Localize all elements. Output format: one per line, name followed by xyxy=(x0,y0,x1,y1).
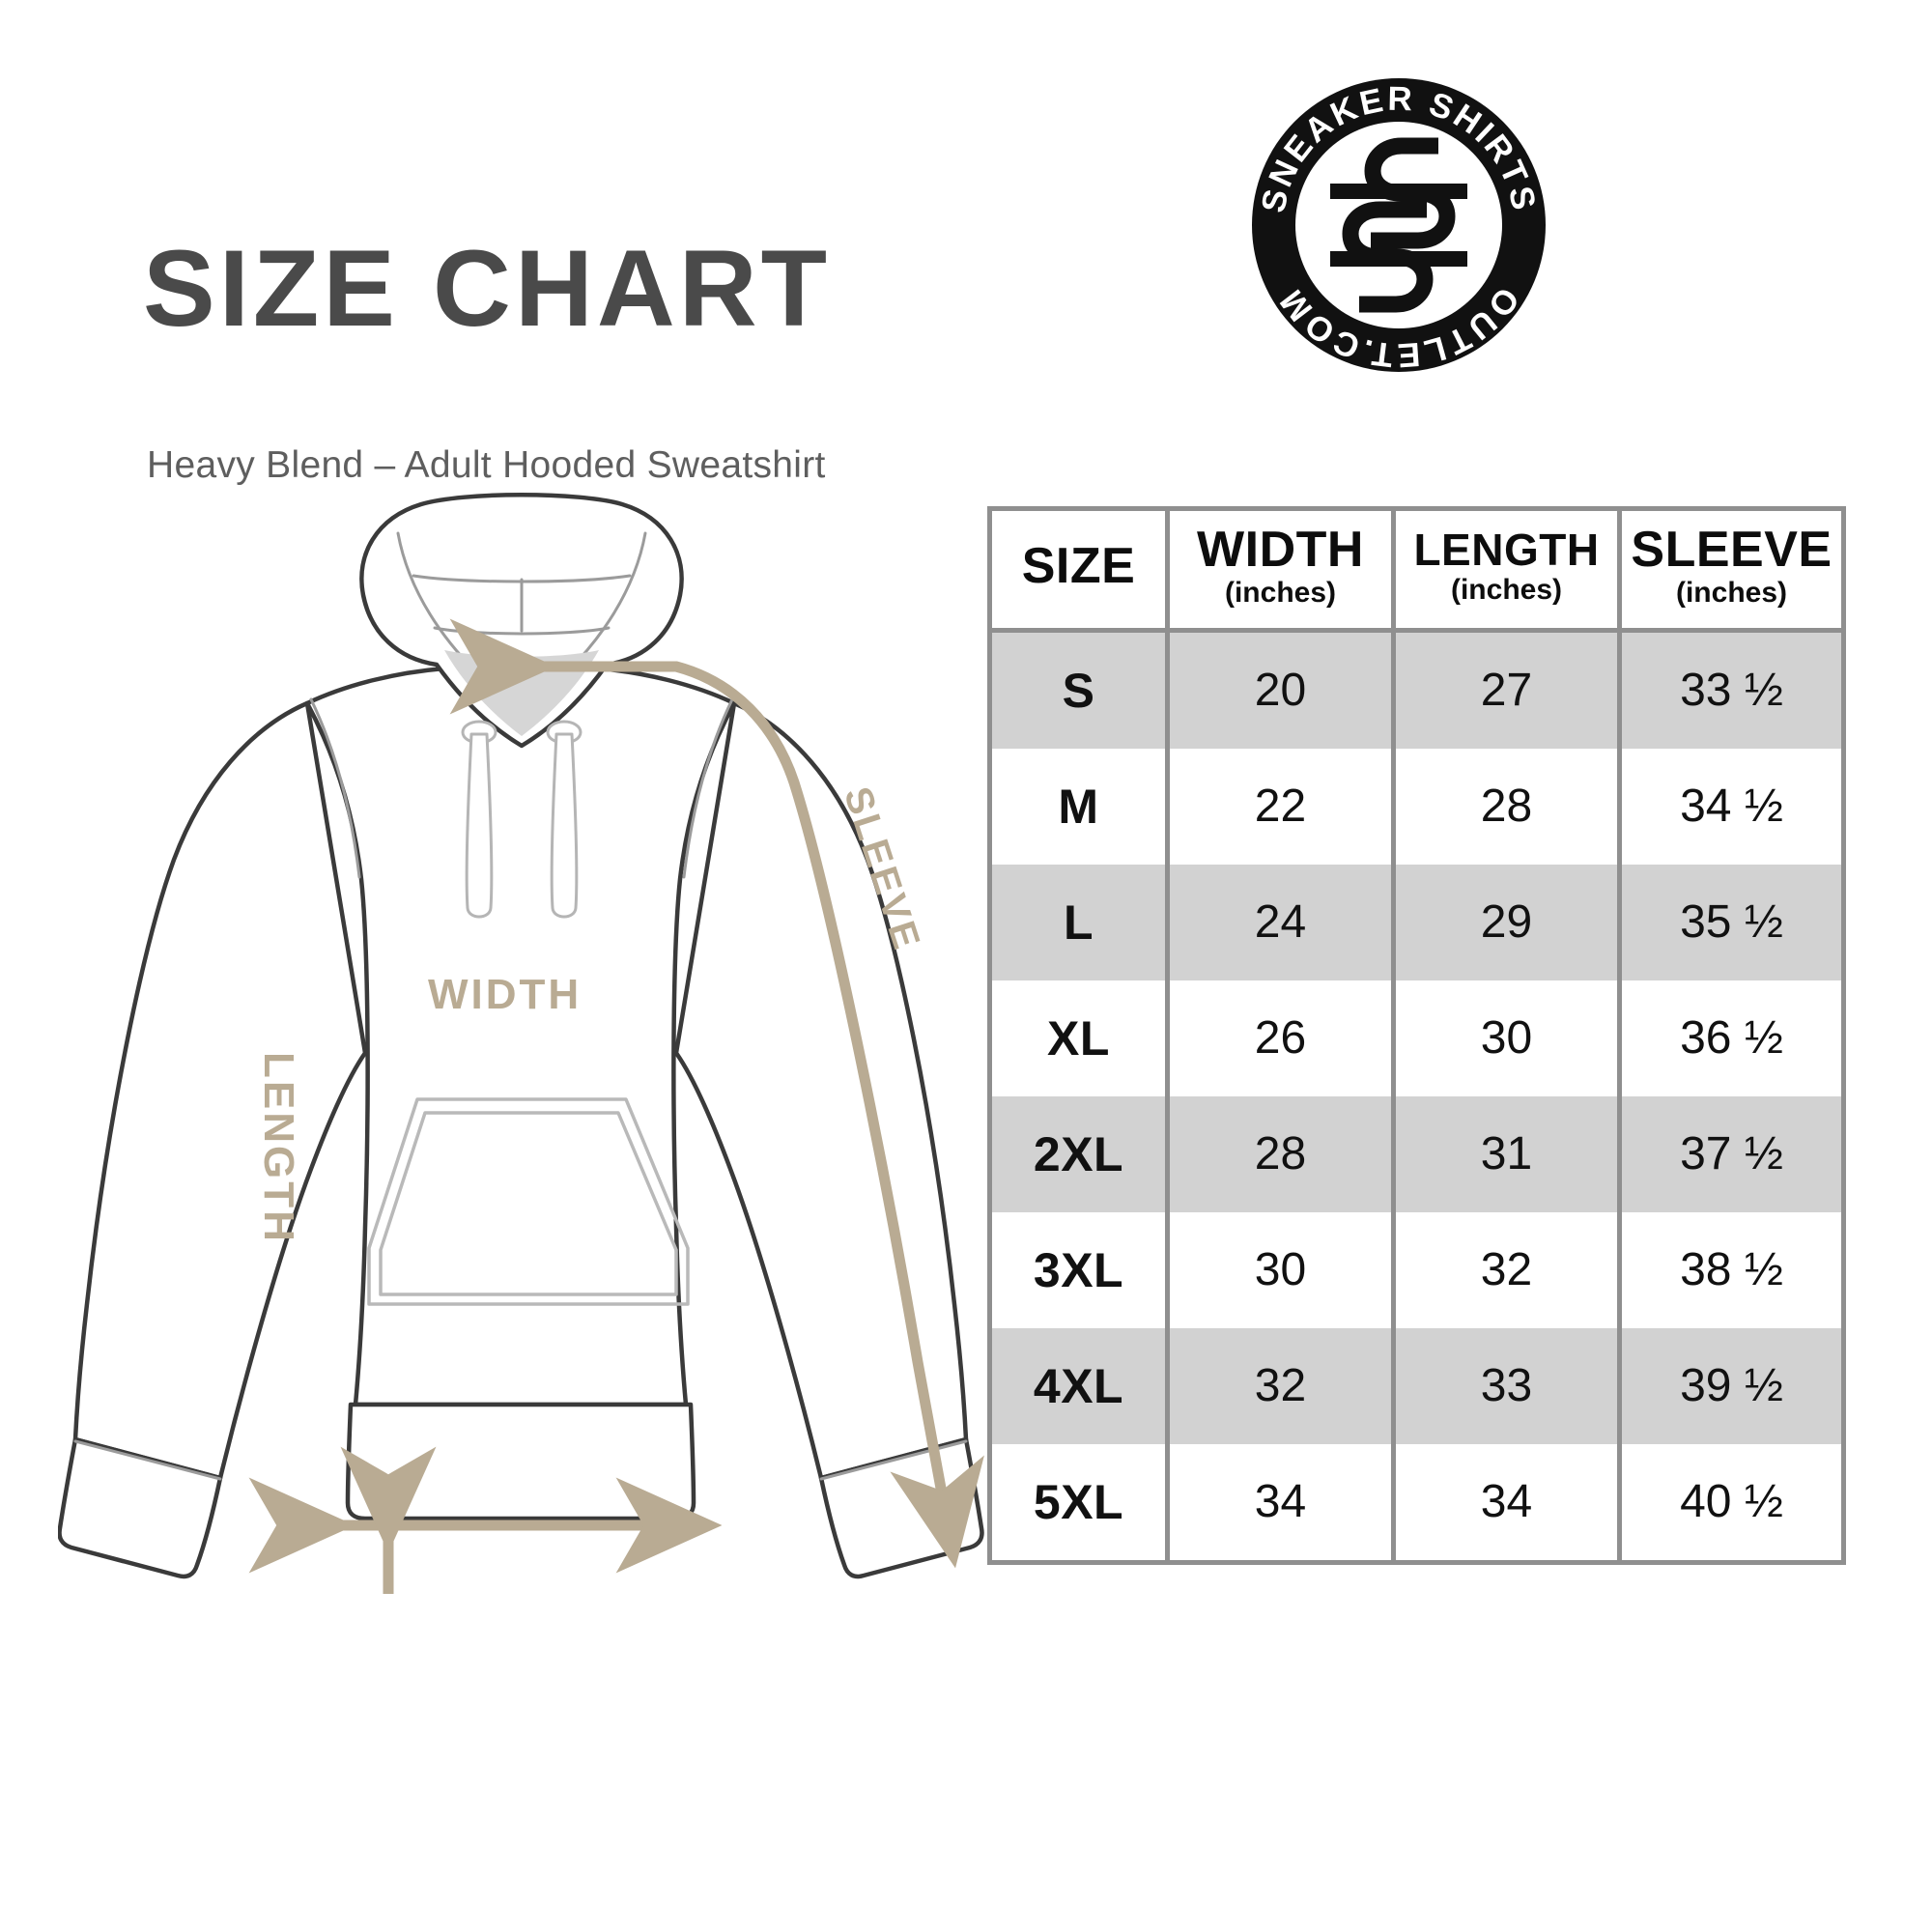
table-row: S 20 27 33 ½ xyxy=(992,632,1841,749)
table-row: M 22 28 34 ½ xyxy=(992,748,1841,865)
cell-width: 20 xyxy=(1170,632,1396,749)
logo-monogram xyxy=(1330,137,1467,313)
cell-length: 28 xyxy=(1396,748,1622,865)
table-row: XL 26 30 36 ½ xyxy=(992,980,1841,1096)
left-sleeve xyxy=(72,700,368,1481)
cell-length: 27 xyxy=(1396,632,1622,749)
column-header-size: SIZE xyxy=(992,511,1170,633)
left-drawstring xyxy=(465,732,494,919)
sleeve-arrow xyxy=(449,618,984,1569)
table-row: 5XL 34 34 40 ½ xyxy=(992,1443,1841,1560)
cell-size: 3XL xyxy=(992,1211,1170,1328)
cell-size: M xyxy=(992,748,1170,865)
measure-arrows xyxy=(248,1446,723,1932)
size-chart-table-wrapper: SIZE WIDTH (inches) LENGTH (inches) SLEE… xyxy=(987,506,1846,1565)
cell-width: 26 xyxy=(1170,980,1396,1096)
column-header-length: LENGTH (inches) xyxy=(1396,511,1622,633)
brand-logo: SNEAKER SHIRTS OUTLET.COM xyxy=(1249,75,1548,375)
table-header-row: SIZE WIDTH (inches) LENGTH (inches) SLEE… xyxy=(992,511,1841,633)
cell-width: 24 xyxy=(1170,864,1396,980)
column-header-width-label: WIDTH xyxy=(1197,522,1364,578)
cell-width: 30 xyxy=(1170,1211,1396,1328)
cell-sleeve: 38 ½ xyxy=(1622,1211,1841,1328)
cell-size: 4XL xyxy=(992,1327,1170,1444)
right-drawstring xyxy=(550,732,579,919)
size-chart-table: SIZE WIDTH (inches) LENGTH (inches) SLEE… xyxy=(987,506,1846,1565)
cell-length: 34 xyxy=(1396,1443,1622,1560)
column-header-sleeve-label: SLEEVE xyxy=(1631,522,1833,578)
cell-sleeve: 36 ½ xyxy=(1622,980,1841,1096)
cell-width: 28 xyxy=(1170,1095,1396,1212)
cell-sleeve: 37 ½ xyxy=(1622,1095,1841,1212)
cell-size: S xyxy=(992,632,1170,749)
page-subtitle: Heavy Blend – Adult Hooded Sweatshirt xyxy=(147,444,826,486)
column-header-sleeve-unit: (inches) xyxy=(1675,577,1788,610)
length-label: LENGTH xyxy=(255,1052,302,1244)
cell-size: 2XL xyxy=(992,1095,1170,1212)
left-cuff-seam xyxy=(73,1439,222,1481)
cell-width: 22 xyxy=(1170,748,1396,865)
column-header-length-unit: (inches) xyxy=(1450,573,1563,606)
table-row: 3XL 30 32 38 ½ xyxy=(992,1211,1841,1328)
cell-sleeve: 33 ½ xyxy=(1622,632,1841,749)
left-shoulder-seam xyxy=(309,697,361,879)
cell-sleeve: 39 ½ xyxy=(1622,1327,1841,1444)
cell-sleeve: 40 ½ xyxy=(1622,1443,1841,1560)
cell-size: XL xyxy=(992,980,1170,1096)
hooded-sweatshirt-illustration xyxy=(57,493,985,1932)
cell-length: 29 xyxy=(1396,864,1622,980)
cell-length: 33 xyxy=(1396,1327,1622,1444)
table-row: 2XL 28 31 37 ½ xyxy=(992,1095,1841,1212)
column-header-width: WIDTH (inches) xyxy=(1170,511,1396,633)
cell-length: 31 xyxy=(1396,1095,1622,1212)
cell-sleeve: 35 ½ xyxy=(1622,864,1841,980)
cell-size: L xyxy=(992,864,1170,980)
left-cuff xyxy=(57,1436,223,1579)
column-header-sleeve: SLEEVE (inches) xyxy=(1622,511,1841,633)
page-title: SIZE CHART xyxy=(143,228,831,349)
column-header-length-label: LENGTH xyxy=(1413,525,1600,576)
cell-length: 32 xyxy=(1396,1211,1622,1328)
cell-length: 30 xyxy=(1396,980,1622,1096)
cell-size: 5XL xyxy=(992,1443,1170,1560)
column-header-width-unit: (inches) xyxy=(1224,577,1337,610)
table-row: L 24 29 35 ½ xyxy=(992,864,1841,980)
cell-width: 34 xyxy=(1170,1443,1396,1560)
cell-width: 32 xyxy=(1170,1327,1396,1444)
column-header-size-label: SIZE xyxy=(1021,537,1136,594)
table-row: 4XL 32 33 39 ½ xyxy=(992,1327,1841,1444)
cell-sleeve: 34 ½ xyxy=(1622,748,1841,865)
width-label: WIDTH xyxy=(428,971,582,1018)
waistband xyxy=(345,1402,696,1521)
